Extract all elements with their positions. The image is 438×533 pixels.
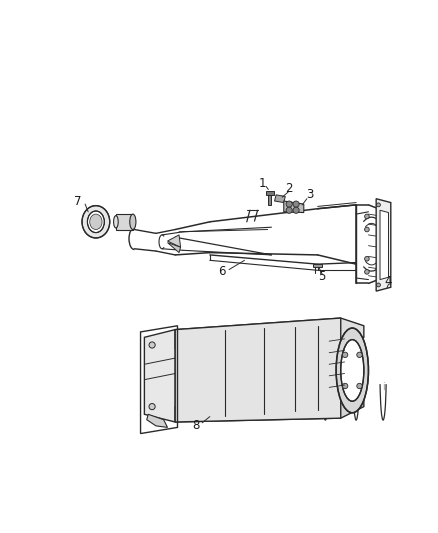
Circle shape [286,201,292,207]
Circle shape [293,201,299,207]
Polygon shape [275,195,285,203]
Text: 2: 2 [285,182,292,195]
Ellipse shape [130,214,136,230]
Polygon shape [313,264,322,267]
Text: 4: 4 [385,274,392,288]
Polygon shape [175,395,364,422]
Ellipse shape [113,216,118,228]
Circle shape [357,352,362,358]
Circle shape [364,214,369,219]
Polygon shape [376,199,391,291]
Circle shape [149,342,155,348]
Polygon shape [116,214,133,230]
Text: 5: 5 [318,270,326,283]
Text: i: i [382,382,385,392]
Polygon shape [145,329,175,422]
Polygon shape [175,318,364,349]
Circle shape [364,227,369,232]
Text: 7: 7 [74,195,81,207]
Ellipse shape [341,340,364,401]
Ellipse shape [90,214,102,230]
Polygon shape [175,318,341,422]
Text: 3: 3 [306,188,314,201]
Ellipse shape [88,211,104,232]
Polygon shape [284,201,304,213]
Circle shape [357,383,362,389]
Text: 1: 1 [258,177,266,190]
Ellipse shape [82,206,110,238]
Circle shape [343,352,348,358]
Polygon shape [268,195,272,205]
Text: 8: 8 [192,419,200,432]
Polygon shape [167,243,180,253]
Circle shape [286,207,292,213]
Circle shape [343,383,348,389]
Circle shape [293,207,299,213]
Polygon shape [380,210,389,280]
Text: 6: 6 [218,265,225,278]
Polygon shape [167,235,180,247]
Circle shape [364,270,369,274]
Circle shape [149,403,155,410]
Circle shape [377,283,380,287]
Circle shape [377,203,380,207]
Circle shape [364,256,369,261]
Polygon shape [266,191,274,195]
Ellipse shape [336,328,368,413]
Polygon shape [147,414,167,427]
